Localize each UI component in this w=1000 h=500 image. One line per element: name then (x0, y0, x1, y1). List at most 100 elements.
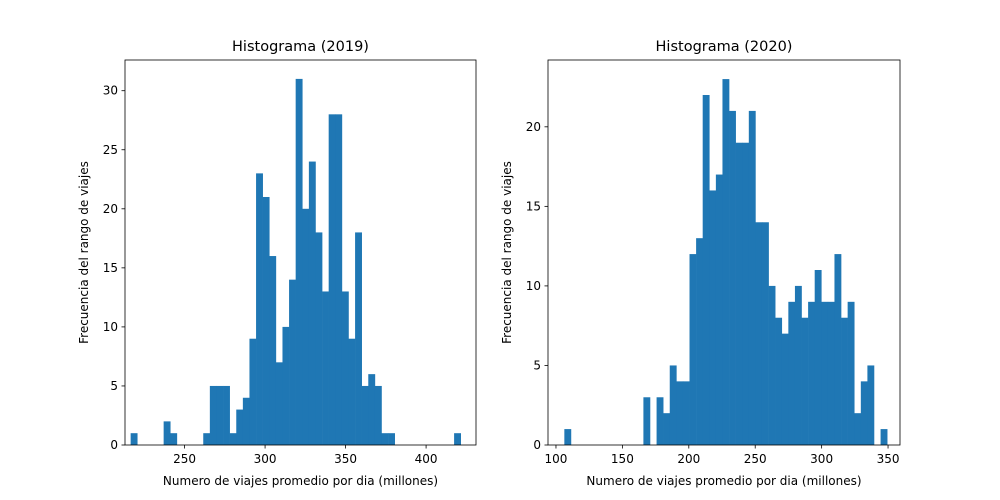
histogram-2020-bar (755, 222, 763, 445)
histogram-2019-bar (355, 232, 362, 445)
histogram-2019-x-ticks: 250 300 350 400 (173, 445, 438, 466)
histogram-2020-y-axis-label: Frecuencia del rango de viajes (500, 161, 514, 344)
histogram-2020-bar (788, 301, 796, 445)
histogram-2020-bar (801, 317, 809, 445)
histogram-2019-bar (223, 385, 230, 445)
histogram-2020-bar (814, 270, 822, 445)
histogram-2020-bar (696, 238, 703, 445)
histogram-2020-bar (742, 142, 750, 446)
histogram-2020-x-axis-label: Numero de viajes promedio por dia (millo… (586, 474, 861, 488)
histogram-2019-bar (289, 279, 296, 445)
histogram-2020-bar (748, 110, 756, 445)
histogram-2019-bar (163, 421, 171, 445)
histogram-2020-bar (781, 333, 789, 445)
histogram-2019-y-tick-label: 5 (110, 379, 118, 393)
histogram-2019-bars (130, 78, 461, 446)
histogram-2020-bar (847, 301, 855, 445)
histogram-2019-y-tick-label: 25 (103, 143, 118, 157)
histogram-2020-bar (827, 301, 835, 445)
histogram-2020-x-tick-label: 100 (545, 452, 568, 466)
histogram-2019-bar (203, 433, 211, 445)
histogram-2019-bar (216, 385, 224, 445)
histogram-2020-x-tick-label: 350 (877, 452, 900, 466)
histogram-2020-x-tick-label: 300 (810, 452, 833, 466)
histogram-2020-axes-frame (547, 59, 901, 446)
histogram-2019-bar (381, 433, 389, 445)
histogram-2020-bar (663, 413, 671, 445)
histogram-2019-bar (242, 397, 250, 445)
histogram-2020-bar (841, 317, 848, 445)
histogram-2020-bar (722, 79, 730, 445)
histogram-2019-bar (322, 291, 329, 445)
histogram-2019-bar (282, 326, 290, 445)
histogram-2020-bar (867, 365, 875, 445)
histogram-2019-y-tick-label: 10 (103, 320, 118, 334)
histogram-2020-bar (689, 254, 697, 445)
histogram-2020-title: Histograma (2020) (656, 39, 793, 55)
histogram-2020-bar (775, 317, 783, 445)
histogram-2019-y-axis-label: Frecuencia del rango de viajes (77, 161, 91, 344)
histogram-2019-bar (256, 173, 263, 445)
histogram-2020-bar (709, 190, 717, 445)
histogram-2019-bar (249, 338, 257, 445)
histogram-2019-bar (236, 409, 244, 445)
histogram-2019-y-tick-label: 30 (103, 84, 118, 98)
histogram-2020-bar (564, 429, 572, 445)
histogram-2020-bar (676, 381, 684, 445)
histogram-2020-bar (808, 301, 815, 445)
histogram-2020-x-tick-label: 200 (677, 452, 700, 466)
histogram-2020-bar (715, 174, 723, 446)
histogram-2019-bar (374, 385, 382, 445)
histogram-2019-bar (361, 385, 369, 445)
histogram-2019-bar (209, 385, 217, 445)
histogram-2020-y-tick-label: 0 (533, 438, 541, 452)
histogram-2019-bar (328, 114, 336, 445)
histogram-2019-x-tick-label: 250 (173, 452, 196, 466)
histogram-2019-y-tick-label: 0 (110, 438, 118, 452)
histogram-2019-bar (262, 196, 270, 445)
histogram-2019-bar (348, 338, 356, 445)
histogram-2020-bar (860, 381, 868, 445)
histogram-2019-y-ticks: 0 5 10 15 20 25 30 (103, 84, 125, 452)
histogram-2020-bar (682, 381, 690, 445)
histogram-2019-bar (170, 433, 178, 445)
histogram-2020-bar (643, 397, 651, 445)
histogram-2020-bars (564, 79, 888, 446)
histogram-2019-bar (335, 114, 343, 445)
histogram-2019-title: Histograma (2019) (232, 39, 369, 55)
histogram-2020-bar (702, 95, 710, 445)
histogram-2020-bar (794, 285, 802, 445)
histogram-2019-x-tick-label: 300 (254, 452, 277, 466)
histogram-2020-bar (761, 222, 769, 445)
histogram-2020-y-tick-label: 5 (533, 358, 541, 372)
histogram-2020-bar (854, 413, 862, 445)
histogram-2019-bar (454, 433, 461, 445)
histogram-2020-panel: 100 150 200 250 300 350 0 5 10 15 20 Histograma (… (500, 39, 901, 488)
histogram-2019-x-tick-label: 350 (334, 452, 357, 466)
histogram-2019-bar (341, 291, 349, 445)
histogram-2019-bar (269, 256, 277, 445)
histogram-2020-x-tick-label: 150 (611, 452, 634, 466)
histogram-2019-bar (295, 78, 303, 446)
histogram-2020-x-tick-label: 250 (744, 452, 767, 466)
histogram-2019-bar (130, 433, 138, 445)
histogram-2020-bar (821, 301, 829, 445)
histogram-2019-bar (368, 374, 376, 445)
histogram-2020-bar (656, 397, 664, 445)
histogram-2019-bar (229, 433, 237, 445)
histogram-2019-bar (302, 208, 310, 445)
histogram-2019-bar (275, 362, 283, 445)
histogram-2020-bar (669, 365, 677, 445)
histogram-2019-bar (388, 433, 395, 445)
histogram-2019-panel: 250 300 350 400 0 5 10 15 20 25 30 Histograma (20… (77, 39, 477, 488)
histogram-2020-y-ticks: 0 5 10 15 20 (526, 120, 548, 452)
histogram-2019-y-tick-label: 20 (103, 202, 118, 216)
histogram-2020-x-ticks: 100 150 200 250 300 350 (545, 445, 900, 466)
histogram-2019-bar (315, 232, 323, 445)
histogram-2020-bar (729, 110, 736, 445)
histogram-2020-bar (768, 285, 776, 445)
histogram-2019-axes-frame (124, 59, 477, 446)
histogram-2020-y-tick-label: 20 (526, 120, 541, 134)
histogram-2020-bar (834, 254, 842, 445)
